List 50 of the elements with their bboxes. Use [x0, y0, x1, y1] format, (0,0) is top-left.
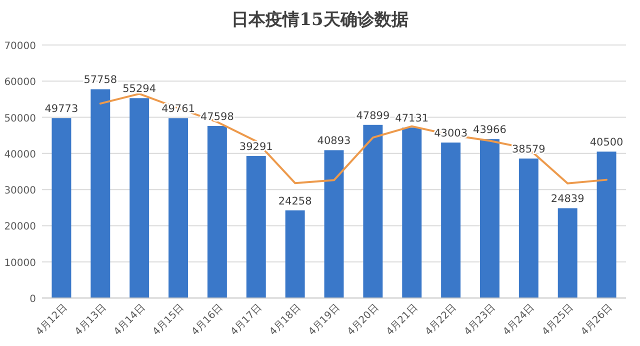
x-tick-label: 4月18日: [268, 302, 304, 338]
x-tick-label: 4月12日: [34, 302, 70, 338]
chart-title: 日本疫情15天确诊数据: [232, 10, 408, 30]
data-label: 57758: [84, 74, 118, 86]
x-tick-label: 4月14日: [112, 302, 148, 338]
x-tick-label: 4月15日: [150, 302, 186, 338]
bar: [558, 208, 578, 298]
bar: [518, 158, 538, 298]
bar: [207, 126, 227, 298]
y-tick-label: 70000: [4, 41, 36, 52]
bar: [480, 139, 500, 298]
x-tick-label: 4月20日: [346, 302, 382, 338]
bar: [168, 118, 188, 298]
data-label: 24839: [550, 193, 584, 206]
bar: [596, 152, 616, 298]
x-tick-label: 4月19日: [306, 302, 342, 338]
data-label: 49773: [44, 103, 78, 116]
data-label: 47131: [395, 112, 429, 125]
data-label: 40893: [317, 135, 351, 148]
bar: [130, 98, 150, 298]
data-label: 43966: [473, 124, 507, 136]
y-tick-label: 0: [30, 294, 36, 305]
x-tick-label: 4月25日: [540, 302, 576, 338]
x-tick-label: 4月26日: [579, 302, 615, 338]
bar: [441, 142, 461, 298]
y-tick-label: 40000: [4, 149, 36, 160]
x-tick-label: 4月24日: [501, 302, 537, 338]
x-tick-label: 4月13日: [73, 302, 109, 338]
bar: [363, 124, 383, 298]
x-tick-label: 4月21日: [384, 302, 420, 338]
bar: [246, 156, 266, 298]
bar: [324, 150, 344, 298]
x-tick-label: 4月16日: [190, 302, 226, 338]
y-tick-label: 30000: [4, 186, 36, 197]
bar: [402, 128, 422, 298]
y-tick-label: 60000: [4, 77, 36, 88]
data-label: 40500: [590, 136, 624, 149]
data-label: 47598: [200, 110, 234, 123]
x-tick-label: 4月17日: [228, 302, 264, 338]
y-tick-label: 20000: [4, 222, 36, 233]
x-tick-label: 4月22日: [424, 302, 459, 338]
x-tick-label: 4月23日: [462, 302, 498, 338]
data-label: 55294: [122, 83, 156, 96]
data-label: 24258: [278, 195, 312, 208]
y-tick-label: 50000: [4, 113, 36, 124]
bar: [90, 89, 110, 298]
bar: [285, 210, 305, 298]
data-label: 47899: [356, 110, 390, 122]
bar: [52, 118, 72, 298]
y-tick-label: 10000: [4, 258, 36, 269]
